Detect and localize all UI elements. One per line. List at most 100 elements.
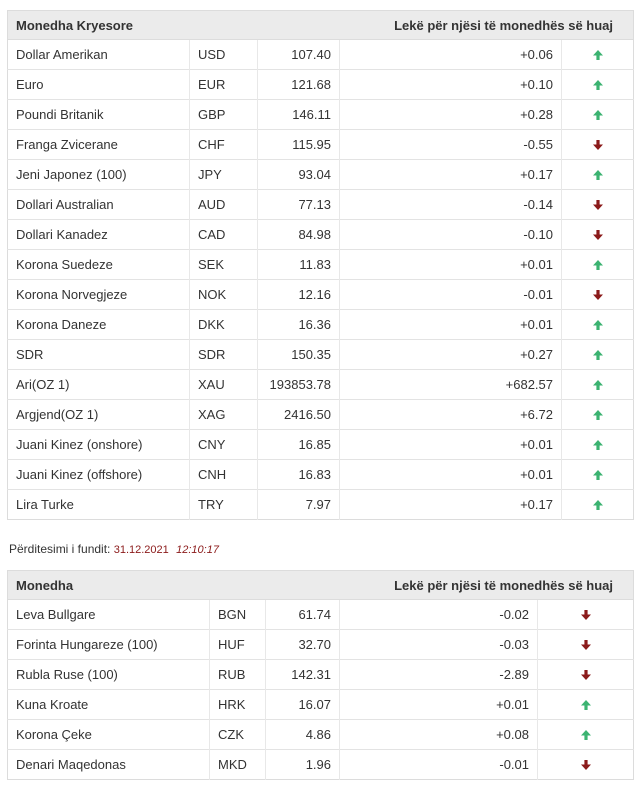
- currency-name: Argjend(OZ 1): [7, 399, 190, 430]
- header-rate: Lekë për njësi të monedhës së huaj: [339, 570, 634, 600]
- rate-change: +0.27: [339, 339, 562, 370]
- exchange-rate: 2416.50: [257, 399, 340, 430]
- currency-code: RUB: [209, 659, 266, 690]
- table-row: Franga Zvicerane CHF 115.95 -0.55: [7, 129, 634, 160]
- rate-change: -0.55: [339, 129, 562, 160]
- other-table-header: Monedha Lekë për njësi të monedhës së hu…: [7, 570, 634, 600]
- currency-name: Korona Suedeze: [7, 249, 190, 280]
- table-row: SDR SDR 150.35 +0.27: [7, 339, 634, 370]
- currency-code: CNY: [189, 429, 258, 460]
- currency-code: USD: [189, 39, 258, 70]
- exchange-rate: 93.04: [257, 159, 340, 190]
- exchange-rate: 16.36: [257, 309, 340, 340]
- arrow-up-icon: [570, 469, 625, 481]
- currency-name: Lira Turke: [7, 489, 190, 520]
- currency-code: MKD: [209, 749, 266, 780]
- exchange-rate: 146.11: [257, 99, 340, 130]
- currency-code: BGN: [209, 599, 266, 630]
- header-currency: Monedha: [7, 570, 210, 600]
- rate-change: +0.17: [339, 159, 562, 190]
- arrow-up-icon: [570, 79, 625, 91]
- trend-cell: [560, 459, 634, 490]
- exchange-rate: 77.13: [257, 189, 340, 220]
- trend-cell: [560, 189, 634, 220]
- rate-change: +0.01: [339, 249, 562, 280]
- currency-name: Juani Kinez (onshore): [7, 429, 190, 460]
- currency-code: JPY: [189, 159, 258, 190]
- arrow-up-icon: [570, 349, 625, 361]
- currency-name: Leva Bullgare: [7, 599, 210, 630]
- currency-name: Korona Norvegjeze: [7, 279, 190, 310]
- trend-cell: [536, 719, 634, 750]
- trend-cell: [560, 489, 634, 520]
- currency-code: CHF: [189, 129, 258, 160]
- other-table-body: Leva Bullgare BGN 61.74 -0.02 Forinta Hungar…: [7, 599, 634, 780]
- header-currency: Monedha Kryesore: [7, 10, 190, 40]
- currency-code: GBP: [189, 99, 258, 130]
- exchange-rate: 115.95: [257, 129, 340, 160]
- arrow-up-icon: [570, 439, 625, 451]
- rate-change: +0.17: [339, 489, 562, 520]
- other-currencies-table: Monedha Lekë për njësi të monedhës së hu…: [7, 570, 635, 780]
- exchange-rate: 11.83: [257, 249, 340, 280]
- table-row: Lira Turke TRY 7.97 +0.17: [7, 489, 634, 520]
- arrow-down-icon: [570, 289, 625, 301]
- currency-name: Ari(OZ 1): [7, 369, 190, 400]
- trend-cell: [560, 369, 634, 400]
- currency-name: Dollari Kanadez: [7, 219, 190, 250]
- table-row: Forinta Hungareze (100) HUF 32.70 -0.03: [7, 629, 634, 660]
- table-row: Ari(OZ 1) XAU 193853.78 +682.57: [7, 369, 634, 400]
- table-row: Juani Kinez (onshore) CNY 16.85 +0.01: [7, 429, 634, 460]
- currency-name: Rubla Ruse (100): [7, 659, 210, 690]
- rate-change: +0.06: [339, 39, 562, 70]
- trend-cell: [560, 219, 634, 250]
- rate-change: +0.28: [339, 99, 562, 130]
- exchange-rate: 121.68: [257, 69, 340, 100]
- table-row: Dollari Australian AUD 77.13 -0.14: [7, 189, 634, 220]
- rate-change: +0.01: [339, 689, 538, 720]
- exchange-rate: 1.96: [265, 749, 340, 780]
- currency-name: Euro: [7, 69, 190, 100]
- currency-code: HUF: [209, 629, 266, 660]
- exchange-rate: 12.16: [257, 279, 340, 310]
- rate-change: -0.01: [339, 749, 538, 780]
- table-row: Euro EUR 121.68 +0.10: [7, 69, 634, 100]
- trend-cell: [536, 689, 634, 720]
- table-row: Denari Maqedonas MKD 1.96 -0.01: [7, 749, 634, 780]
- rate-change: +0.01: [339, 309, 562, 340]
- rate-change: +0.10: [339, 69, 562, 100]
- currency-code: EUR: [189, 69, 258, 100]
- last-update: Përditesimi i fundit: 31.12.2021 12:10:1…: [9, 542, 633, 556]
- rate-change: -0.01: [339, 279, 562, 310]
- table-row: Argjend(OZ 1) XAG 2416.50 +6.72: [7, 399, 634, 430]
- table-row: Poundi Britanik GBP 146.11 +0.28: [7, 99, 634, 130]
- currency-name: SDR: [7, 339, 190, 370]
- last-update-label: Përditesimi i fundit:: [9, 542, 111, 556]
- rate-change: -0.10: [339, 219, 562, 250]
- arrow-up-icon: [546, 729, 625, 741]
- currency-name: Korona Daneze: [7, 309, 190, 340]
- currency-code: CNH: [189, 459, 258, 490]
- arrow-up-icon: [570, 379, 625, 391]
- trend-cell: [560, 399, 634, 430]
- arrow-up-icon: [570, 169, 625, 181]
- trend-cell: [560, 309, 634, 340]
- currency-name: Forinta Hungareze (100): [7, 629, 210, 660]
- table-row: Korona Daneze DKK 16.36 +0.01: [7, 309, 634, 340]
- arrow-down-icon: [570, 229, 625, 241]
- last-update-time: 12:10:17: [176, 544, 219, 556]
- currency-name: Jeni Japonez (100): [7, 159, 190, 190]
- currency-code: DKK: [189, 309, 258, 340]
- currency-name: Dollar Amerikan: [7, 39, 190, 70]
- currency-code: SDR: [189, 339, 258, 370]
- rate-change: +0.08: [339, 719, 538, 750]
- currency-code: SEK: [189, 249, 258, 280]
- main-table-body: Dollar Amerikan USD 107.40 +0.06 Euro EUR 121.…: [7, 39, 634, 520]
- rate-change: -0.02: [339, 599, 538, 630]
- trend-cell: [560, 279, 634, 310]
- rate-change: +6.72: [339, 399, 562, 430]
- trend-cell: [536, 659, 634, 690]
- exchange-rate: 16.07: [265, 689, 340, 720]
- arrow-down-icon: [546, 609, 625, 621]
- rate-change: -0.14: [339, 189, 562, 220]
